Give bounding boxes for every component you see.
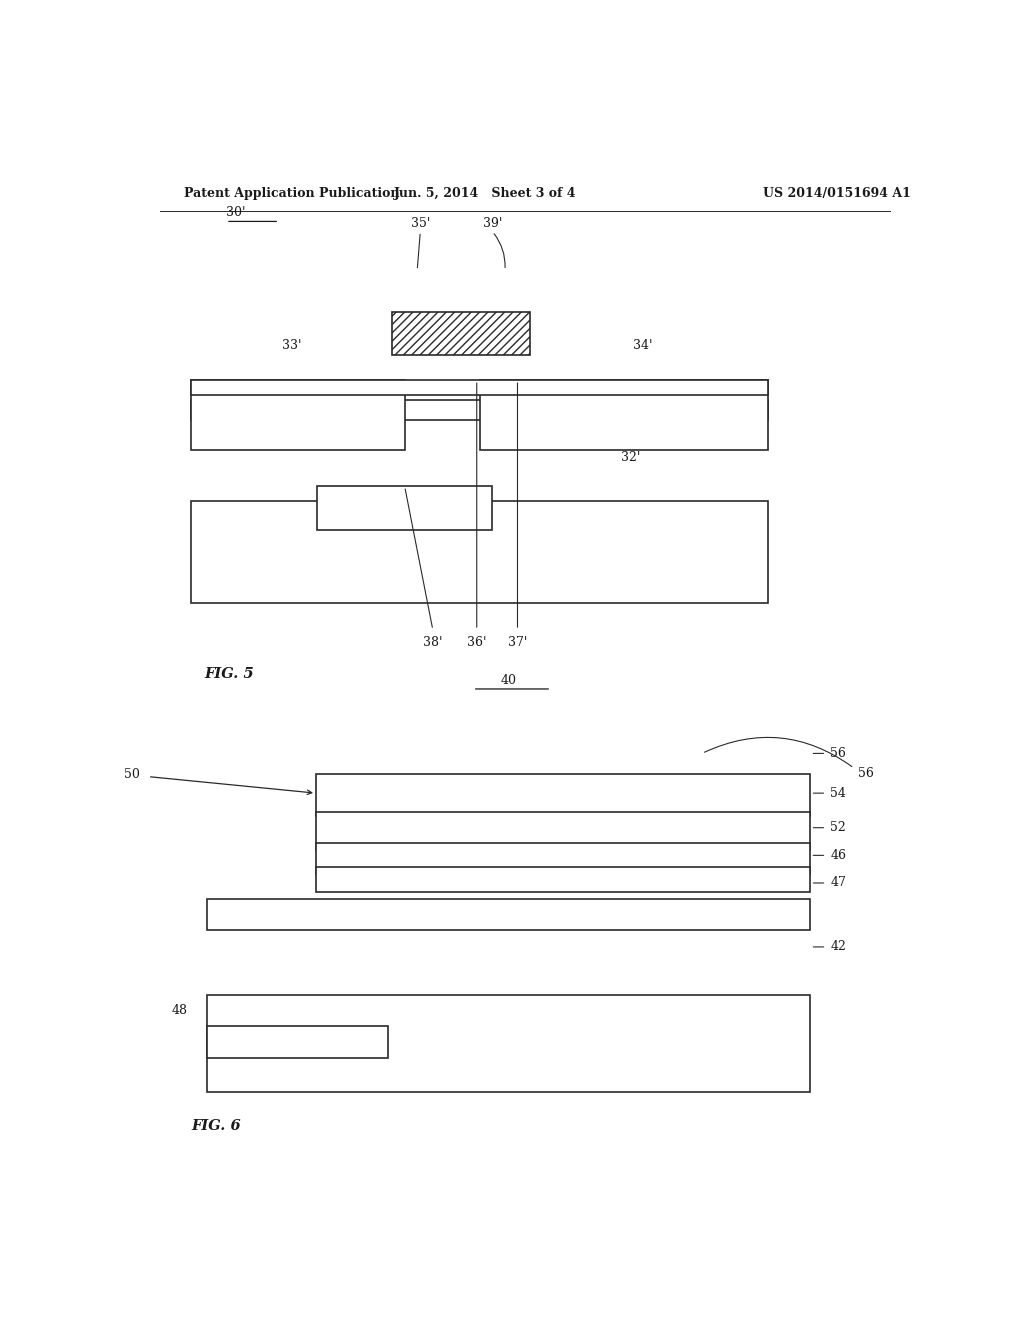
Bar [207, 995, 811, 1092]
Bar [316, 486, 493, 531]
Bar [480, 380, 768, 450]
Text: 34': 34' [633, 339, 652, 352]
Bar [191, 380, 768, 395]
Text: 46: 46 [830, 849, 846, 862]
Text: 52: 52 [830, 821, 846, 834]
Text: 40: 40 [501, 675, 517, 686]
Text: 48: 48 [172, 1005, 187, 1018]
Text: 33': 33' [282, 339, 301, 352]
Text: FIG. 5: FIG. 5 [204, 667, 254, 681]
Text: 39': 39' [482, 216, 502, 230]
Text: 56: 56 [830, 747, 846, 760]
Bar [191, 400, 768, 421]
Bar [316, 812, 811, 850]
Text: 38': 38' [423, 636, 442, 649]
Text: 30': 30' [226, 206, 246, 219]
Text: Jun. 5, 2014   Sheet 3 of 4: Jun. 5, 2014 Sheet 3 of 4 [394, 187, 577, 201]
Bar [207, 1027, 388, 1057]
Bar [191, 500, 768, 603]
Text: 56: 56 [858, 767, 874, 780]
Bar [316, 843, 811, 874]
Text: 47: 47 [830, 876, 846, 890]
Text: 32': 32' [621, 450, 640, 463]
Bar [207, 899, 811, 929]
Text: US 2014/0151694 A1: US 2014/0151694 A1 [763, 187, 910, 201]
Text: 35': 35' [411, 216, 430, 230]
Bar [316, 867, 811, 891]
Text: 54: 54 [830, 787, 846, 800]
Bar [392, 313, 530, 355]
Text: Patent Application Publication: Patent Application Publication [183, 187, 399, 201]
Bar [191, 380, 404, 450]
Bar [316, 774, 811, 816]
Text: 50: 50 [124, 768, 140, 781]
Text: 37': 37' [508, 636, 527, 649]
Text: 42: 42 [830, 940, 846, 953]
Text: FIG. 6: FIG. 6 [191, 1119, 241, 1133]
Text: 36': 36' [467, 636, 486, 649]
